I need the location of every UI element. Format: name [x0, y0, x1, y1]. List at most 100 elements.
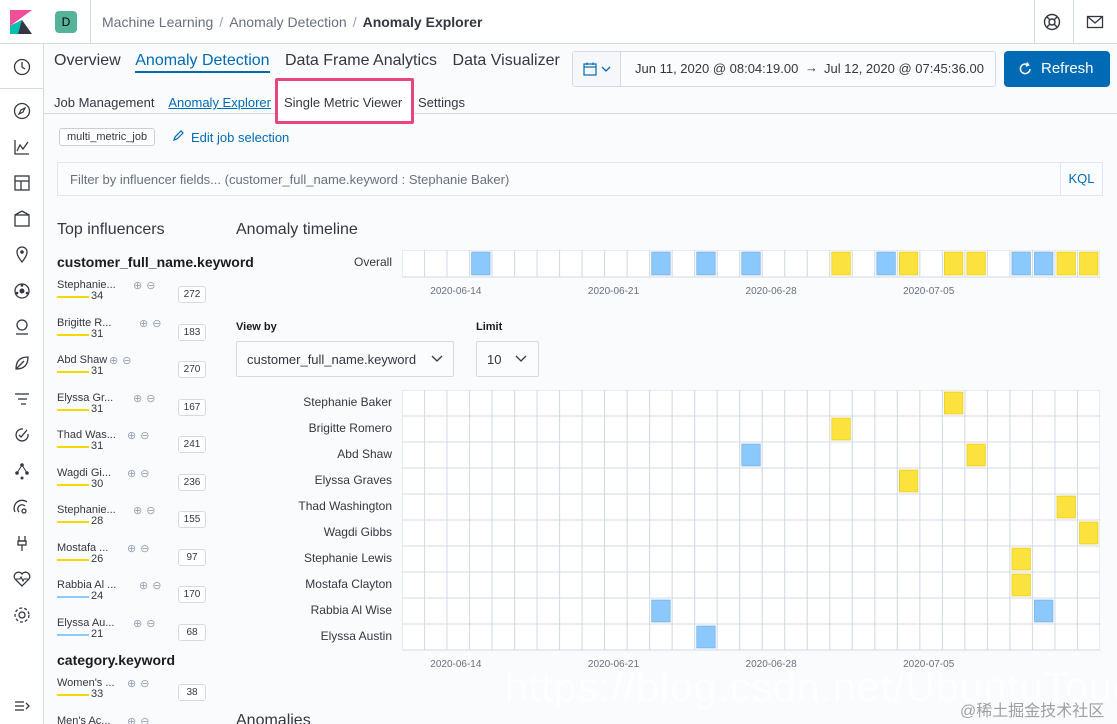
breadcrumb-ml[interactable]: Machine Learning: [102, 14, 214, 30]
swimlane-cell[interactable]: [761, 623, 786, 651]
swimlane-cell[interactable]: [604, 250, 628, 278]
filter-toggle-icons[interactable]: ⊕⊖: [109, 355, 136, 367]
swimlane-cell[interactable]: [784, 250, 808, 278]
swimlane-cell[interactable]: [402, 545, 426, 573]
swimlane-cell[interactable]: [1031, 571, 1056, 599]
swimlane-cell[interactable]: [941, 571, 966, 599]
anomaly-cell-yellow[interactable]: [944, 391, 964, 415]
swimlane-cell[interactable]: [806, 493, 831, 521]
swimlane-cell[interactable]: [896, 493, 921, 521]
swimlane-cell[interactable]: [446, 623, 471, 651]
swimlane-cell[interactable]: [536, 545, 561, 573]
swimlane-cell[interactable]: [1009, 441, 1033, 469]
swimlane-cell[interactable]: [874, 519, 898, 547]
swimlane-cell[interactable]: [491, 493, 516, 521]
swimlane-cell[interactable]: [919, 390, 943, 417]
swimlane-cell[interactable]: [581, 467, 606, 495]
anomaly-cell-yellow[interactable]: [831, 417, 851, 441]
swimlane-cell[interactable]: [851, 623, 876, 651]
swimlane-cell[interactable]: [559, 415, 583, 443]
anomaly-cell-blue[interactable]: [1034, 599, 1054, 623]
swimlane-cell[interactable]: [446, 571, 471, 599]
swimlane-cell[interactable]: [1076, 467, 1100, 495]
swimlane-cell[interactable]: [402, 250, 426, 278]
filter-toggle-icons[interactable]: ⊕⊖: [127, 715, 154, 724]
swimlane-cell[interactable]: [761, 467, 786, 495]
swimlane-cell[interactable]: [649, 390, 673, 417]
anomaly-cell-yellow[interactable]: [944, 251, 964, 276]
swimlane-cell[interactable]: [1009, 493, 1033, 521]
swimlane-cell[interactable]: [896, 519, 921, 547]
influencer-name[interactable]: Rabbia Al ...: [57, 579, 117, 591]
swimlane-cell[interactable]: [559, 597, 583, 625]
swimlane-cell[interactable]: [806, 441, 831, 469]
swimlane-row-label[interactable]: Stephanie Baker: [303, 395, 392, 409]
swimlane-cell[interactable]: [986, 250, 1011, 278]
swimlane-cell[interactable]: [851, 545, 876, 573]
swimlane-cell[interactable]: [1009, 390, 1033, 417]
swimlane-row-label[interactable]: Elyssa Graves: [314, 473, 392, 487]
swimlane-cell[interactable]: [716, 493, 741, 521]
swimlane-cell[interactable]: [581, 493, 606, 521]
influencer-name[interactable]: Brigitte R...: [57, 316, 112, 329]
dashboard-icon[interactable]: [12, 173, 32, 193]
swimlane-cell[interactable]: [941, 519, 966, 547]
filter-toggle-icons[interactable]: ⊕⊖: [133, 280, 160, 292]
swimlane-cell[interactable]: [446, 493, 471, 521]
swimlane-cell[interactable]: [626, 467, 651, 495]
swimlane-cell[interactable]: [919, 597, 943, 625]
swimlane-cell[interactable]: [919, 493, 943, 521]
swimlane-row-label[interactable]: Mostafa Clayton: [305, 577, 392, 591]
swimlane-cell[interactable]: [784, 623, 808, 651]
influencer-filter-input[interactable]: Filter by influencer fields... (customer…: [57, 162, 1103, 196]
swimlane-cell[interactable]: [1076, 597, 1100, 625]
swimlane-cell[interactable]: [469, 493, 493, 521]
swimlane-cell[interactable]: [784, 493, 808, 521]
swimlane-cell[interactable]: [874, 597, 898, 625]
anomaly-cell-blue[interactable]: [651, 251, 671, 276]
swimlane-cell[interactable]: [1009, 623, 1033, 651]
swimlane-cell[interactable]: [536, 467, 561, 495]
swimlane-cell[interactable]: [919, 623, 943, 651]
swimlane-cell[interactable]: [694, 493, 718, 521]
swimlane-cell[interactable]: [1031, 390, 1056, 417]
quick-menu-button[interactable]: [573, 52, 621, 86]
swimlane-cell[interactable]: [806, 519, 831, 547]
swimlane-cell[interactable]: [604, 493, 628, 521]
anomaly-cell-blue[interactable]: [741, 443, 761, 467]
monitoring-icon[interactable]: [12, 569, 32, 589]
swimlane-cell[interactable]: [536, 571, 561, 599]
swimlane-cell[interactable]: [761, 415, 786, 443]
swimlane-cell[interactable]: [491, 250, 516, 278]
swimlane-cell[interactable]: [604, 545, 628, 573]
swimlane-cell[interactable]: [424, 441, 448, 469]
swimlane-cell[interactable]: [896, 597, 921, 625]
swimlane-cell[interactable]: [829, 467, 853, 495]
swimlane-cell[interactable]: [536, 390, 561, 417]
swimlane-cell[interactable]: [514, 545, 538, 573]
swimlane-cell[interactable]: [964, 545, 988, 573]
swimlane-cell[interactable]: [1076, 415, 1100, 443]
swimlane-row-label[interactable]: Elyssa Austin: [320, 629, 392, 643]
swimlane-cell[interactable]: [1009, 597, 1033, 625]
swimlane-cell[interactable]: [469, 597, 493, 625]
swimlane-cell[interactable]: [536, 441, 561, 469]
swimlane-cell[interactable]: [874, 467, 898, 495]
swimlane-cell[interactable]: [851, 597, 876, 625]
swimlane-cell[interactable]: [424, 467, 448, 495]
swimlane-cell[interactable]: [986, 597, 1011, 625]
swimlane-cell[interactable]: [851, 250, 876, 278]
swimlane-cell[interactable]: [581, 519, 606, 547]
swimlane-cell[interactable]: [784, 519, 808, 547]
swimlane-cell[interactable]: [424, 250, 448, 278]
swimlane-cell[interactable]: [964, 597, 988, 625]
anomaly-cell-blue[interactable]: [1034, 251, 1054, 276]
anomaly-cell-yellow[interactable]: [1079, 521, 1099, 545]
swimlane-cell[interactable]: [1054, 441, 1078, 469]
swimlane-cell[interactable]: [784, 390, 808, 417]
view-by-swimlane[interactable]: [402, 390, 1100, 652]
swimlane-cell[interactable]: [649, 415, 673, 443]
swimlane-cell[interactable]: [806, 623, 831, 651]
kibana-logo-icon[interactable]: [10, 10, 32, 34]
swimlane-cell[interactable]: [1054, 571, 1078, 599]
